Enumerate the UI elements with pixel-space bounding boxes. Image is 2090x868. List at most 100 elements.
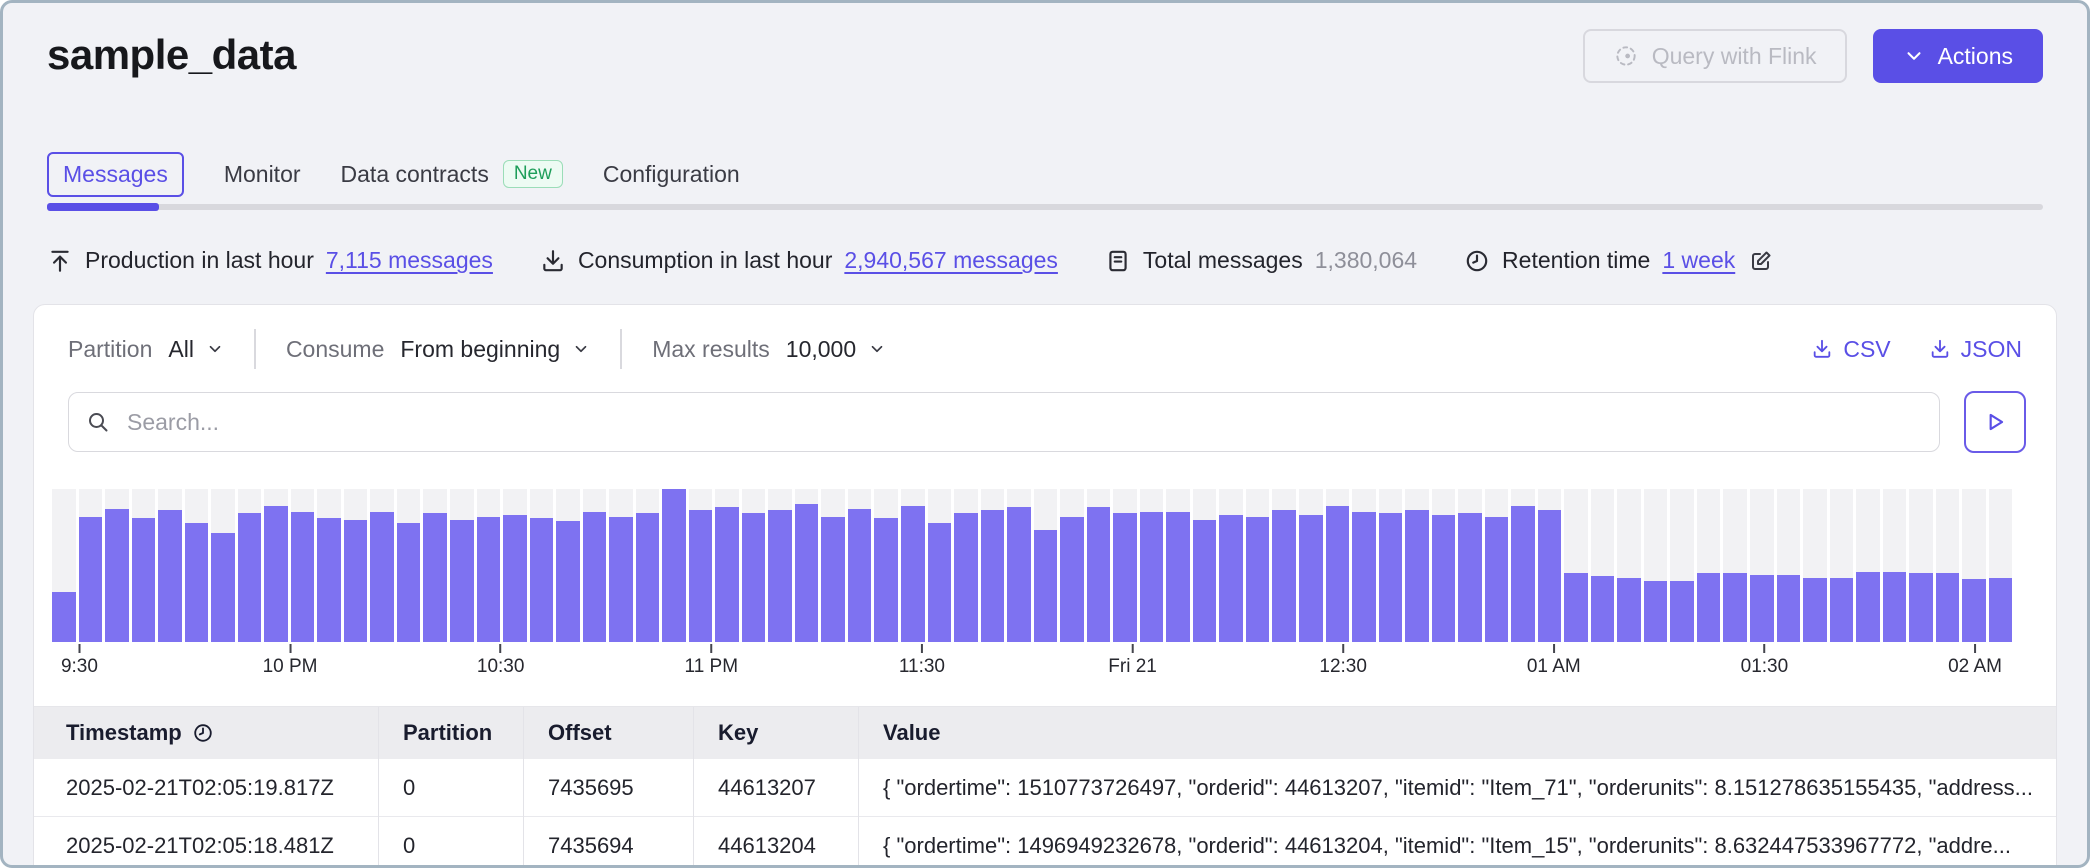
histogram-bucket[interactable]	[1432, 489, 1456, 642]
histogram-bucket[interactable]	[848, 489, 872, 642]
histogram-bucket[interactable]	[370, 489, 394, 642]
histogram-bucket[interactable]	[795, 489, 819, 642]
histogram-bucket[interactable]	[1326, 489, 1350, 642]
histogram-bucket[interactable]	[264, 489, 288, 642]
histogram-bucket[interactable]	[1723, 489, 1747, 642]
histogram-bucket[interactable]	[397, 489, 421, 642]
histogram-bucket[interactable]	[1909, 489, 1933, 642]
tab-data-contracts[interactable]: Data contractsNew	[341, 151, 563, 197]
histogram-bucket[interactable]	[211, 489, 235, 642]
histogram-bucket[interactable]	[1830, 489, 1854, 642]
edit-icon[interactable]	[1749, 249, 1773, 273]
histogram-bucket[interactable]	[1538, 489, 1562, 642]
histogram-bucket[interactable]	[1511, 489, 1535, 642]
histogram-bucket[interactable]	[768, 489, 792, 642]
histogram-bucket[interactable]	[1989, 489, 2013, 642]
table-row[interactable]: 2025-02-21T02:05:19.817Z0743569544613207…	[34, 759, 2056, 817]
x-axis-tick: 01 AM	[1527, 644, 1581, 678]
histogram-bucket[interactable]	[583, 489, 607, 642]
histogram-bucket[interactable]	[132, 489, 156, 642]
histogram-bucket[interactable]	[1272, 489, 1296, 642]
histogram-bucket[interactable]	[1113, 489, 1137, 642]
histogram-bucket[interactable]	[689, 489, 713, 642]
stat-value[interactable]: 2,940,567 messages	[844, 247, 1058, 274]
histogram-bucket[interactable]	[1379, 489, 1403, 642]
histogram-bucket[interactable]	[1140, 489, 1164, 642]
histogram-bucket[interactable]	[715, 489, 739, 642]
histogram-bucket[interactable]	[1352, 489, 1376, 642]
histogram-bucket[interactable]	[1777, 489, 1801, 642]
histogram-bucket[interactable]	[105, 489, 129, 642]
histogram-bucket[interactable]	[291, 489, 315, 642]
histogram-bucket[interactable]	[238, 489, 262, 642]
histogram-bucket[interactable]	[1670, 489, 1694, 642]
download-json-link[interactable]: JSON	[1929, 336, 2022, 363]
stat-value[interactable]: 1 week	[1662, 247, 1735, 274]
app-window: sample_data Query with Flink Actions	[0, 0, 2090, 868]
histogram-bucket[interactable]	[928, 489, 952, 642]
histogram-bucket[interactable]	[1564, 489, 1588, 642]
stat-consumption-in-last-hour: Consumption in last hour2,940,567 messag…	[540, 247, 1058, 274]
histogram-bucket[interactable]	[450, 489, 474, 642]
histogram-bucket[interactable]	[609, 489, 633, 642]
tab-messages[interactable]: Messages	[47, 152, 184, 197]
histogram-bucket[interactable]	[344, 489, 368, 642]
histogram-bucket[interactable]	[530, 489, 554, 642]
histogram-bucket[interactable]	[1458, 489, 1482, 642]
histogram-bucket[interactable]	[158, 489, 182, 642]
histogram-bucket[interactable]	[1193, 489, 1217, 642]
histogram-bucket[interactable]	[1936, 489, 1960, 642]
histogram-bucket[interactable]	[636, 489, 660, 642]
histogram-bucket[interactable]	[874, 489, 898, 642]
histogram-bucket[interactable]	[1219, 489, 1243, 642]
histogram-bucket[interactable]	[954, 489, 978, 642]
histogram-bucket[interactable]	[423, 489, 447, 642]
max-results-dropdown[interactable]: Max results 10,000	[652, 336, 886, 363]
download-csv-link[interactable]: CSV	[1811, 336, 1890, 363]
histogram-bucket[interactable]	[1246, 489, 1270, 642]
histogram-bucket[interactable]	[1007, 489, 1031, 642]
stat-production-in-last-hour: Production in last hour7,115 messages	[47, 247, 493, 274]
histogram-bucket[interactable]	[1803, 489, 1827, 642]
histogram-bucket[interactable]	[1883, 489, 1907, 642]
query-with-flink-button[interactable]: Query with Flink	[1583, 29, 1847, 83]
histogram-bucket[interactable]	[662, 489, 686, 642]
histogram-bucket[interactable]	[981, 489, 1005, 642]
histogram-bucket[interactable]	[1299, 489, 1323, 642]
histogram-bucket[interactable]	[742, 489, 766, 642]
histogram-bucket[interactable]	[79, 489, 103, 642]
actions-button[interactable]: Actions	[1873, 29, 2043, 83]
table-row[interactable]: 2025-02-21T02:05:18.481Z0743569444613204…	[34, 817, 2056, 868]
histogram-bucket[interactable]	[1644, 489, 1668, 642]
search-input[interactable]	[68, 392, 1940, 452]
column-header-timestamp[interactable]: Timestamp	[34, 707, 378, 759]
histogram-bucket[interactable]	[317, 489, 341, 642]
histogram-bucket[interactable]	[1962, 489, 1986, 642]
histogram-bucket[interactable]	[477, 489, 501, 642]
histogram-bucket[interactable]	[52, 489, 76, 642]
run-search-button[interactable]	[1964, 391, 2026, 453]
histogram-bucket[interactable]	[556, 489, 580, 642]
histogram-bucket[interactable]	[1485, 489, 1509, 642]
histogram-bucket[interactable]	[1034, 489, 1058, 642]
histogram-bucket[interactable]	[503, 489, 527, 642]
histogram-bucket[interactable]	[1087, 489, 1111, 642]
histogram-bucket[interactable]	[821, 489, 845, 642]
histogram-bucket[interactable]	[1617, 489, 1641, 642]
stat-value[interactable]: 7,115 messages	[326, 247, 493, 274]
histogram-bucket[interactable]	[1591, 489, 1615, 642]
histogram-bucket[interactable]	[1750, 489, 1774, 642]
histogram-bucket[interactable]	[901, 489, 925, 642]
tab-monitor[interactable]: Monitor	[224, 152, 301, 197]
histogram-bucket[interactable]	[1856, 489, 1880, 642]
stat-total-messages: Total messages1,380,064	[1105, 247, 1417, 274]
consume-dropdown[interactable]: Consume From beginning	[286, 336, 590, 363]
histogram-bar	[291, 512, 315, 642]
histogram-bucket[interactable]	[1697, 489, 1721, 642]
partition-dropdown[interactable]: Partition All	[68, 336, 224, 363]
tab-configuration[interactable]: Configuration	[603, 152, 740, 197]
histogram-bucket[interactable]	[1166, 489, 1190, 642]
histogram-bucket[interactable]	[185, 489, 209, 642]
histogram-bucket[interactable]	[1405, 489, 1429, 642]
histogram-bucket[interactable]	[1060, 489, 1084, 642]
